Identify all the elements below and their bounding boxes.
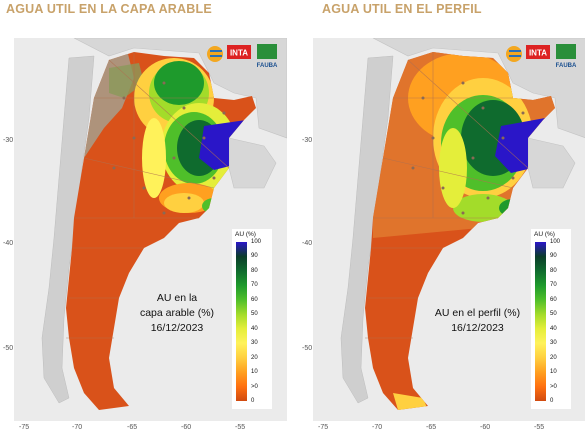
inta-logo-icon: INTA — [526, 45, 550, 59]
neighbor-land — [372, 38, 585, 138]
x-tick-right-2: -70 — [372, 424, 383, 431]
legend-label: 70 — [251, 282, 258, 289]
legend-label: 40 — [550, 325, 557, 332]
y-tick-right-1: -30 — [302, 137, 313, 144]
map-canvas-left — [41, 38, 287, 410]
y-tick-left-1: -30 — [3, 137, 14, 144]
x-tick-right-3: -65 — [426, 424, 437, 431]
legend-label: 90 — [550, 253, 557, 260]
fauba-logo-text: FAUBA — [556, 63, 577, 69]
legend-label: >0 — [550, 383, 557, 390]
chile-coast — [41, 55, 95, 404]
map-label-right-line-1: AU en el perfil (%) — [434, 307, 521, 319]
legend-label: 0 — [251, 398, 255, 404]
x-tick-left-3: -65 — [127, 424, 138, 431]
inta-logo-text: INTA — [529, 49, 547, 58]
x-tick-left-5: -55 — [235, 424, 246, 431]
legend-label: 30 — [550, 340, 557, 347]
inta-logo-icon: INTA — [227, 45, 251, 59]
legend-label: 50 — [251, 311, 258, 318]
legend-label: 20 — [550, 354, 557, 361]
y-tick-left-2: -40 — [3, 240, 14, 247]
map-label-left: AU en la capa arable (%) 16/12/2023 — [132, 291, 222, 336]
map-title-right: AGUA UTIL EN EL PERFIL — [322, 2, 482, 16]
map-label-left-line-1: AU en la — [156, 292, 198, 304]
legend-label: 60 — [251, 296, 258, 303]
legend-label: 90 — [251, 253, 258, 260]
legend-right: AU (%) 100 90 80 70 60 50 40 30 20 10 >0 0 — [531, 229, 571, 409]
fauba-logo-text: FAUBA — [257, 63, 278, 69]
map-panel-right: INTA FAUBA AU en el perfil (%) 16/12/202… — [313, 38, 585, 421]
legend-label: 10 — [550, 369, 557, 376]
map-canvas-right — [340, 38, 585, 410]
station-points — [411, 81, 525, 215]
legend-label: 40 — [251, 325, 258, 332]
map-panel-left: INTA FAUBA AU en la capa arable (%) 16/1… — [14, 38, 287, 421]
legend-label: 10 — [251, 369, 258, 376]
legend-label: 50 — [550, 311, 557, 318]
y-tick-right-2: -40 — [302, 240, 313, 247]
x-tick-left-4: -60 — [181, 424, 192, 431]
map-label-right: AU en el perfil (%) 16/12/2023 — [425, 306, 530, 336]
legend-colorbar-right — [535, 242, 546, 401]
logos-left: INTA FAUBA — [205, 42, 283, 70]
neighbor-land — [73, 38, 287, 139]
legend-label: 80 — [251, 267, 258, 274]
station-points — [112, 81, 226, 215]
sun-logo-icon — [207, 46, 223, 62]
uruguay — [527, 137, 576, 189]
x-tick-left-2: -70 — [72, 424, 83, 431]
legend-label: 100 — [251, 239, 262, 245]
map-label-left-line-2: capa arable (%) — [139, 307, 215, 319]
x-tick-left-1: -75 — [19, 424, 30, 431]
legend-label: 70 — [550, 282, 557, 289]
x-tick-right-5: -55 — [534, 424, 545, 431]
legend-label: 60 — [550, 296, 557, 303]
legend-label: 0 — [550, 398, 554, 404]
map-date-right: 16/12/2023 — [451, 322, 504, 334]
legend-left: AU (%) 100 90 80 70 60 50 40 30 20 10 >0 0 — [232, 229, 272, 409]
legend-label: >0 — [251, 383, 258, 390]
legend-title-left: AU (%) — [235, 231, 256, 238]
legend-label: 80 — [550, 267, 557, 274]
sun-logo-icon — [506, 46, 522, 62]
legend-label: 20 — [251, 354, 258, 361]
y-tick-right-3: -50 — [302, 345, 313, 352]
x-tick-right-4: -60 — [480, 424, 491, 431]
map-date-left: 16/12/2023 — [150, 322, 204, 334]
legend-colorbar-left — [236, 242, 247, 401]
map-title-left: AGUA UTIL EN LA CAPA ARABLE — [6, 2, 212, 16]
x-tick-right-1: -75 — [318, 424, 329, 431]
chile-coast — [340, 55, 394, 404]
legend-title-right: AU (%) — [534, 231, 555, 238]
logos-right: INTA FAUBA — [504, 42, 582, 70]
uruguay — [228, 137, 277, 189]
fauba-logo-icon: FAUBA — [257, 44, 278, 69]
inta-logo-text: INTA — [230, 49, 248, 58]
fauba-logo-icon: FAUBA — [556, 44, 577, 69]
legend-label: 100 — [550, 239, 561, 245]
y-tick-left-3: -50 — [3, 345, 14, 352]
legend-label: 30 — [251, 340, 258, 347]
